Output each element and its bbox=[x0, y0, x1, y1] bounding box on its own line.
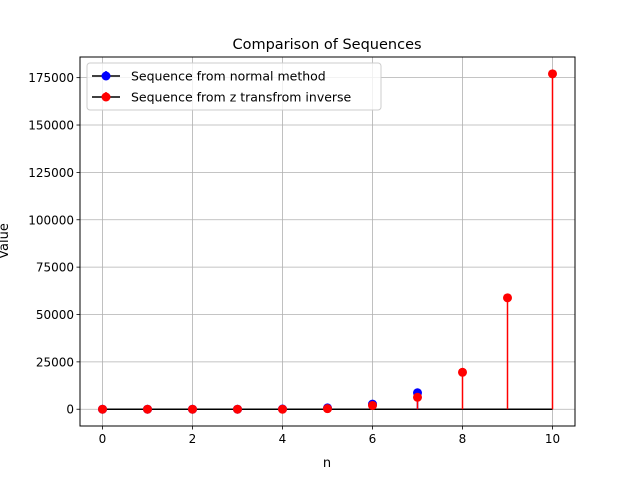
data-point-series-2 bbox=[278, 404, 287, 414]
stems bbox=[281, 73, 554, 410]
y-tick-label: 100000 bbox=[28, 213, 74, 227]
y-tick-label: 125000 bbox=[28, 166, 74, 180]
legend-box bbox=[86, 62, 382, 111]
x-tick-label: 8 bbox=[459, 432, 467, 446]
x-tick-label: 2 bbox=[189, 432, 197, 446]
legend: Sequence from normal method Sequence from… bbox=[86, 62, 382, 111]
chart-title: Comparison of Sequences bbox=[232, 37, 421, 53]
legend-marker bbox=[101, 71, 111, 81]
data-point-series-2 bbox=[413, 392, 422, 402]
ticks: 0 2 4 6 8 10 0 25000 50000 75000 100000 125000 15000… bbox=[28, 71, 560, 446]
plot-frame bbox=[79, 56, 576, 427]
grid bbox=[80, 57, 575, 426]
markers bbox=[98, 69, 557, 414]
data-point-series-2 bbox=[233, 404, 242, 414]
y-axis-label: Value bbox=[0, 223, 12, 259]
legend-marker bbox=[101, 92, 111, 102]
y-tick-label: 175000 bbox=[28, 71, 74, 85]
x-tick-label: 6 bbox=[369, 432, 377, 446]
x-tick-label: 0 bbox=[99, 432, 107, 446]
x-tick-label: 10 bbox=[545, 432, 560, 446]
legend-label: Sequence from normal method bbox=[131, 69, 326, 84]
y-tick-label: 0 bbox=[66, 403, 74, 417]
y-tick-label: 25000 bbox=[36, 355, 74, 369]
y-tick-label: 50000 bbox=[36, 308, 74, 322]
data-point-series-2 bbox=[503, 293, 512, 303]
data-point-series-2 bbox=[98, 404, 107, 414]
data-point-series-2 bbox=[548, 69, 557, 79]
y-tick-label: 150000 bbox=[28, 119, 74, 133]
data-point-series-2 bbox=[368, 400, 377, 410]
data-point-series-2 bbox=[323, 404, 332, 414]
x-tick-label: 4 bbox=[279, 432, 287, 446]
data-point-series-2 bbox=[143, 404, 152, 414]
data-point-series-2 bbox=[188, 404, 197, 414]
x-axis-label: n bbox=[323, 456, 331, 471]
y-tick-label: 75000 bbox=[36, 261, 74, 275]
data-point-series-2 bbox=[458, 367, 467, 377]
legend-label: Sequence from z transfrom inverse bbox=[131, 90, 352, 105]
